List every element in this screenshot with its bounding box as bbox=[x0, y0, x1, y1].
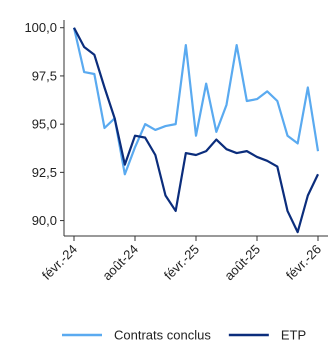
y-tick-label: 92,5 bbox=[32, 165, 57, 180]
y-tick-label: 90,0 bbox=[32, 213, 57, 228]
x-tick-label: févr.-25 bbox=[161, 242, 202, 283]
x-tick-label: févr.-24 bbox=[39, 242, 80, 283]
y-tick-label: 95,0 bbox=[32, 117, 57, 132]
series-line bbox=[73, 27, 319, 234]
legend-label: Contrats conclus bbox=[114, 328, 211, 343]
y-tick-label: 100,0 bbox=[24, 20, 57, 35]
series-line bbox=[72, 27, 320, 176]
y-tick-label: 97,5 bbox=[32, 68, 57, 83]
x-tick-label: août-24 bbox=[99, 242, 141, 284]
x-tick-label: août-25 bbox=[221, 242, 263, 284]
x-tick-label: févr.-26 bbox=[283, 242, 324, 283]
legend-label: ETP bbox=[281, 328, 306, 343]
